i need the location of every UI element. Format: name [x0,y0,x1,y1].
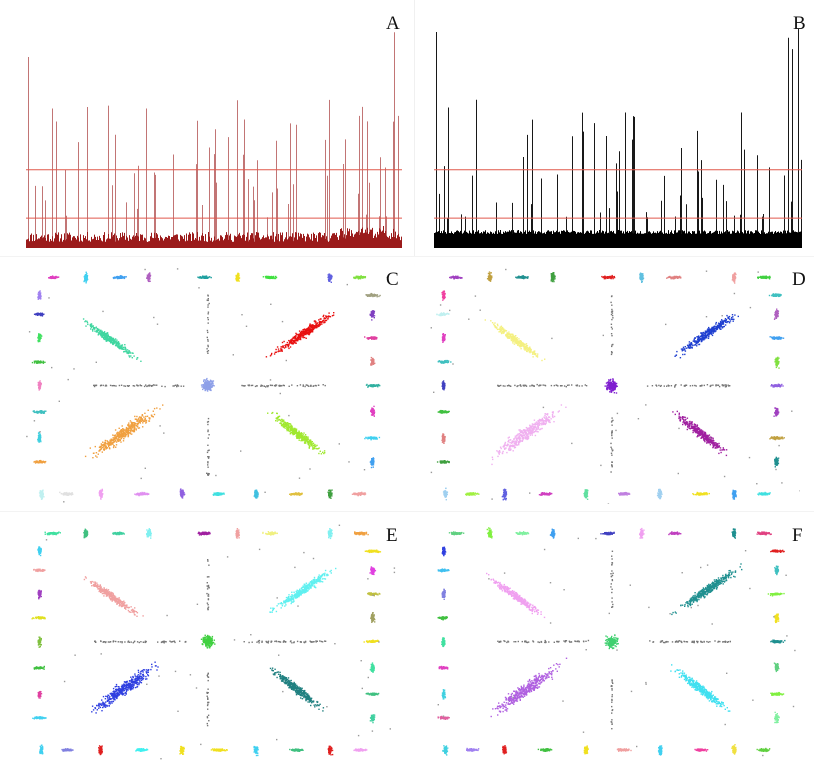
panel-b [434,18,802,248]
scatter-points [430,268,800,504]
panel-label-f: F [792,525,803,546]
panel-divider-vertical [414,0,415,256]
panel-c [26,266,396,504]
scatter-c [26,268,388,503]
panel-label-d: D [792,269,806,290]
histogram-a [26,32,402,248]
scatter-points [31,524,396,760]
panel-label-a: A [386,13,400,34]
panel-divider-horizontal-2 [0,511,814,512]
scatter-e [31,524,396,760]
panel-label-e: E [386,525,398,546]
scatter-d [430,268,800,504]
histogram-bars [26,32,402,248]
panel-label-b: B [793,13,806,34]
scatter-f [437,527,796,757]
panel-e [26,522,396,760]
panel-divider-horizontal-1 [0,256,814,257]
panel-a [26,18,402,248]
panel-d [430,266,800,504]
histogram-bars [434,28,802,248]
histogram-b [434,28,802,248]
scatter-points [437,527,796,757]
scatter-points [26,268,388,503]
panel-label-c: C [386,269,399,290]
panel-f [430,522,800,760]
